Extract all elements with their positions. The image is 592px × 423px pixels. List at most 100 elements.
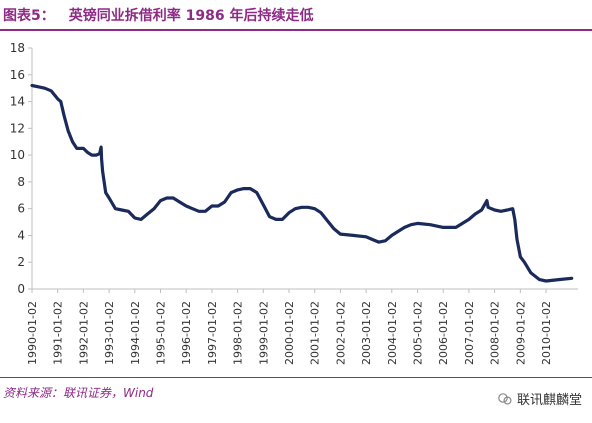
data-point xyxy=(100,158,103,161)
data-point xyxy=(516,238,518,241)
data-point xyxy=(455,226,457,229)
data-point xyxy=(43,87,46,90)
x-tick-label: 2010-01-02 xyxy=(540,301,553,365)
data-point xyxy=(294,207,297,210)
data-point xyxy=(31,84,33,87)
data-point xyxy=(403,226,406,229)
x-axis: 1990-01-02 1991-01-02 1992-01-02 1993-01-02… xyxy=(26,288,578,365)
data-point xyxy=(140,218,142,221)
data-point xyxy=(530,272,532,274)
data-point xyxy=(487,206,489,209)
y-tick-label: 4 xyxy=(17,228,25,242)
data-point xyxy=(71,140,74,143)
data-point xyxy=(37,85,40,88)
figure-title: 图表5： 英镑同业拆借利率 1986 年后持续走低 xyxy=(3,5,313,25)
y-tick-label: 2 xyxy=(17,255,25,269)
x-tick-label: 2005-01-02 xyxy=(412,301,425,365)
data-point xyxy=(104,191,107,194)
figure-title-text: 英镑同业拆借利率 1986 年后持续走低 xyxy=(68,8,314,24)
data-point xyxy=(185,205,188,207)
x-tick-label: 2006-01-02 xyxy=(437,301,450,365)
x-tick-label: 1994-01-02 xyxy=(129,301,142,365)
data-point xyxy=(339,233,342,236)
data-point xyxy=(416,222,419,225)
y-tick-label: 6 xyxy=(17,202,25,216)
data-point xyxy=(211,205,213,207)
y-tick-label: 12 xyxy=(10,121,25,135)
data-point xyxy=(63,114,65,116)
y-tick-label: 0 xyxy=(17,282,25,296)
data-point xyxy=(100,146,103,148)
data-point xyxy=(410,223,412,226)
footer-divider xyxy=(0,377,592,378)
data-point xyxy=(480,209,483,211)
data-point xyxy=(223,201,226,203)
data-point xyxy=(523,261,526,264)
data-point xyxy=(506,209,509,211)
data-point xyxy=(249,187,252,190)
data-point xyxy=(172,197,175,199)
data-point xyxy=(397,230,400,233)
data-point xyxy=(429,223,432,226)
x-tick-label: 2000-01-02 xyxy=(283,301,296,365)
data-point xyxy=(281,218,284,221)
data-point xyxy=(474,213,477,215)
data-point xyxy=(198,210,200,213)
x-tick-label: 2002-01-02 xyxy=(334,301,347,365)
y-tick-label: 8 xyxy=(17,175,25,189)
watermark-text: 联讯麒麟堂 xyxy=(516,393,582,408)
source-note: 资料来源：联讯证券，Wind xyxy=(3,386,154,400)
x-tick-label: 1996-01-02 xyxy=(180,301,193,365)
data-point xyxy=(468,218,470,221)
data-point xyxy=(493,209,496,211)
data-point xyxy=(365,235,368,238)
data-point xyxy=(133,217,136,219)
data-point xyxy=(191,207,194,210)
data-point xyxy=(268,215,271,218)
data-point xyxy=(545,280,547,282)
data-point xyxy=(570,277,573,280)
data-point xyxy=(511,207,514,210)
data-point xyxy=(178,201,181,203)
data-point xyxy=(442,226,445,229)
watermark: 联讯麒麟堂 xyxy=(497,389,582,408)
data-point xyxy=(242,187,245,190)
data-point xyxy=(262,203,265,206)
data-point xyxy=(371,238,374,241)
y-tick-label: 16 xyxy=(10,68,25,82)
data-point xyxy=(90,154,93,157)
x-tick-label: 2004-01-02 xyxy=(386,301,399,365)
x-tick-label: 2009-01-02 xyxy=(514,301,527,365)
wechat-logo-icon xyxy=(498,392,512,405)
x-tick-label: 1993-01-02 xyxy=(103,301,116,365)
data-point xyxy=(513,218,516,221)
data-point xyxy=(332,227,335,230)
data-point xyxy=(56,97,59,100)
data-point xyxy=(86,151,89,154)
data-point xyxy=(300,206,303,209)
x-tick-label: 2001-01-02 xyxy=(309,301,322,365)
data-point xyxy=(159,199,162,202)
data-point xyxy=(108,197,111,199)
x-tick-label: 1998-01-02 xyxy=(232,301,245,365)
data-point xyxy=(101,170,104,173)
x-tick-label: 2008-01-02 xyxy=(489,301,502,365)
series-line xyxy=(30,83,574,283)
data-point xyxy=(236,189,239,191)
data-point xyxy=(98,152,101,155)
series-layer xyxy=(30,83,574,283)
data-point xyxy=(114,207,117,210)
title-divider xyxy=(0,29,592,31)
data-point xyxy=(320,211,322,214)
y-axis: 0 2 4 6 8 10 12 14 16 18 xyxy=(10,41,33,296)
data-point xyxy=(519,255,522,258)
data-point xyxy=(146,213,149,215)
x-tick-label: 1997-01-02 xyxy=(206,301,219,365)
data-point xyxy=(82,147,85,150)
data-point xyxy=(384,239,387,242)
line-chart: 0 2 4 6 8 10 12 14 16 18 1990-01-02 1991-01-02 1992… xyxy=(10,41,578,365)
x-tick-label: 1991-01-02 xyxy=(52,301,65,365)
data-point xyxy=(50,89,53,92)
x-tick-label: 1999-01-02 xyxy=(257,301,270,365)
data-point xyxy=(153,207,155,210)
